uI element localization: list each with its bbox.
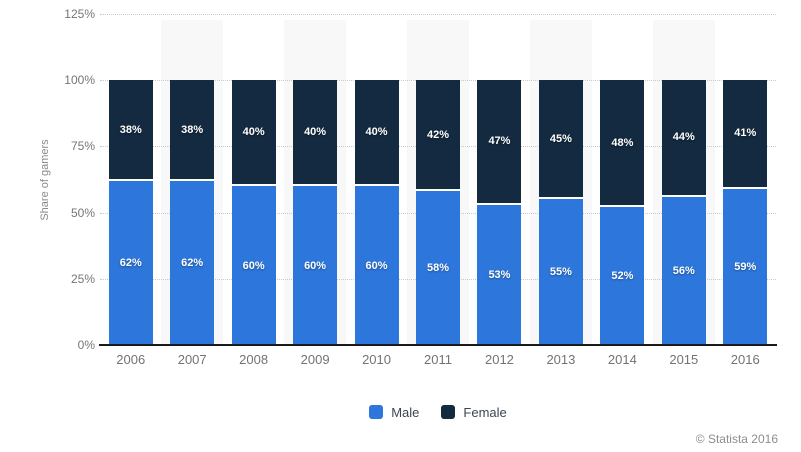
segment-male-2010[interactable]: 60% [354, 186, 399, 345]
bar-2009: 40% 60% [293, 80, 338, 345]
label-female-2011: 42% [426, 128, 450, 141]
label-male-2016: 59% [734, 260, 757, 273]
copyright-note: © Statista 2016 [695, 432, 778, 446]
segment-male-2009[interactable]: 60% [293, 186, 338, 345]
x-tick-2013: 2013 [546, 352, 576, 367]
segment-female-2013[interactable]: 45% [538, 80, 583, 200]
legend-item-female[interactable]: Female [441, 404, 507, 420]
legend: Male Female [100, 402, 776, 422]
y-tick-75: 75% [70, 139, 95, 154]
label-female-2009: 40% [304, 126, 327, 139]
segment-male-2013[interactable]: 55% [538, 199, 583, 345]
label-male-2011: 58% [426, 262, 450, 275]
legend-label-male: Male [391, 404, 420, 420]
label-male-2009: 60% [304, 259, 327, 272]
bar-2014: 48% 52% [600, 80, 645, 345]
segment-male-2012[interactable]: 53% [477, 204, 522, 345]
y-tick-50: 50% [70, 205, 95, 220]
label-male-2008: 60% [242, 259, 265, 272]
x-axis-line [99, 344, 777, 346]
segment-male-2015[interactable]: 56% [661, 196, 706, 345]
label-male-2013: 55% [549, 266, 572, 279]
label-female-2015: 44% [672, 131, 695, 144]
legend-item-male[interactable]: Male [369, 405, 419, 420]
label-male-2007: 62% [181, 256, 204, 269]
segment-female-2011[interactable]: 42% [416, 80, 460, 192]
y-tick-25: 25% [70, 271, 95, 286]
segment-female-2010[interactable]: 40% [354, 80, 399, 187]
segment-female-2006[interactable]: 38% [108, 80, 153, 181]
label-female-2014: 48% [611, 136, 634, 149]
x-tick-2009: 2009 [300, 352, 330, 367]
segment-male-2007[interactable]: 62% [170, 180, 215, 345]
x-tick-2007: 2007 [177, 352, 207, 367]
bar-2007: 38% 62% [170, 80, 215, 345]
label-male-2006: 62% [119, 256, 142, 269]
label-male-2014: 52% [611, 270, 634, 283]
y-tick-0: 0% [77, 338, 95, 352]
segment-male-2014[interactable]: 52% [600, 207, 645, 345]
x-tick-2016: 2016 [730, 352, 760, 367]
label-male-2015: 56% [672, 264, 695, 277]
label-female-2008: 40% [242, 126, 265, 139]
label-male-2012: 53% [488, 268, 511, 281]
segment-male-2008[interactable]: 60% [231, 186, 276, 345]
label-female-2013: 45% [549, 132, 572, 145]
label-male-2010: 60% [365, 259, 388, 272]
label-female-2007: 38% [181, 123, 204, 136]
bar-2010: 40% 60% [354, 80, 399, 345]
segment-female-2012[interactable]: 47% [477, 80, 522, 205]
bar-2016: 41% 59% [723, 80, 768, 345]
label-female-2012: 47% [488, 135, 511, 148]
y-tick-125: 125% [64, 7, 95, 21]
segment-male-2006[interactable]: 62% [108, 180, 153, 345]
bar-2013: 45% 55% [538, 80, 583, 345]
x-tick-2010: 2010 [362, 352, 391, 367]
gridline-125 [100, 14, 776, 15]
legend-swatch-female [441, 405, 456, 419]
label-female-2016: 41% [734, 127, 757, 140]
segment-male-2011[interactable]: 58% [416, 191, 460, 345]
x-tick-2006: 2006 [116, 352, 146, 367]
plot-area: 38% 62% 38% 62% 40% 60% 40% 60% 40% 60% 42% 58% 47% 5… [100, 14, 776, 345]
x-tick-2011: 2011 [424, 352, 452, 367]
x-tick-2015: 2015 [669, 352, 699, 367]
bar-2008: 40% 60% [231, 80, 276, 345]
bar-2012: 47% 53% [477, 80, 522, 345]
segment-female-2008[interactable]: 40% [231, 80, 276, 187]
segment-female-2015[interactable]: 44% [661, 80, 706, 197]
segment-male-2016[interactable]: 59% [723, 188, 768, 345]
segment-female-2007[interactable]: 38% [170, 80, 215, 181]
x-tick-2012: 2012 [484, 352, 514, 367]
legend-label-female: Female [463, 404, 507, 420]
bar-2015: 44% 56% [661, 80, 706, 345]
legend-swatch-male [369, 405, 384, 419]
x-tick-2008: 2008 [239, 352, 269, 367]
label-female-2010: 40% [365, 126, 388, 139]
bar-2006: 38% 62% [108, 80, 153, 345]
bar-2011: 42% 58% [416, 80, 460, 345]
segment-female-2009[interactable]: 40% [293, 80, 338, 187]
label-female-2006: 38% [119, 123, 142, 136]
segment-female-2014[interactable]: 48% [600, 80, 645, 208]
y-tick-100: 100% [64, 73, 95, 88]
x-tick-2014: 2014 [607, 352, 637, 367]
segment-female-2016[interactable]: 41% [723, 80, 768, 189]
